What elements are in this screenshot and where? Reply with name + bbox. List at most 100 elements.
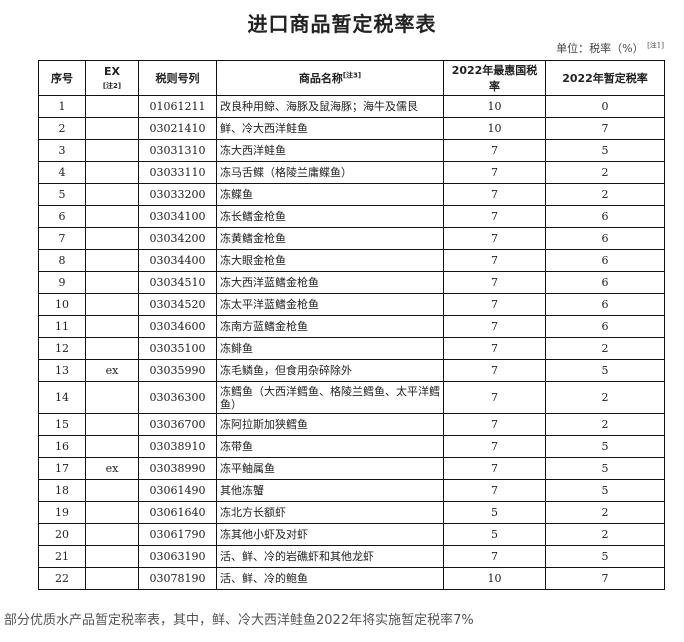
cell-code: 03035990 xyxy=(138,359,217,382)
unit-text: 单位：税率（%） xyxy=(556,42,644,55)
header-name: 商品名称[注3] xyxy=(216,60,444,96)
header-ex-note: [注2] xyxy=(102,82,122,90)
cell-name: 冻大眼金枪鱼 xyxy=(216,249,444,272)
cell-mfn: 10 xyxy=(443,95,546,118)
cell-seq: 18 xyxy=(38,479,86,502)
table-row: 20 03061790 冻其他小虾及对虾 5 2 xyxy=(38,523,665,546)
cell-seq: 20 xyxy=(38,523,86,546)
cell-temp: 6 xyxy=(545,227,665,250)
cell-name: 冻北方长额虾 xyxy=(216,501,444,524)
cell-mfn: 7 xyxy=(443,457,546,480)
cell-temp: 0 xyxy=(545,95,665,118)
cell-code: 03036700 xyxy=(138,413,217,436)
table-row: 18 03061490 其他冻蟹 7 5 xyxy=(38,479,665,502)
cell-code: 03038910 xyxy=(138,435,217,458)
cell-temp: 5 xyxy=(545,479,665,502)
cell-ex xyxy=(85,435,139,458)
cell-ex xyxy=(85,271,139,294)
header-seq: 序号 xyxy=(38,60,86,96)
cell-ex xyxy=(85,501,139,524)
table-row: 2 03021410 鲜、冷大西洋鲑鱼 10 7 xyxy=(38,117,665,140)
header-ex: EX [注2] xyxy=(85,60,139,96)
cell-name: 冻平鲉属鱼 xyxy=(216,457,444,480)
page-title: 进口商品暂定税率表 xyxy=(247,12,437,36)
cell-mfn: 10 xyxy=(443,567,546,590)
cell-seq: 17 xyxy=(38,457,86,480)
cell-seq: 10 xyxy=(38,293,86,316)
cell-mfn: 7 xyxy=(443,435,546,458)
cell-mfn: 7 xyxy=(443,337,546,360)
table-row: 9 03034510 冻大西洋蓝鳍金枪鱼 7 6 xyxy=(38,271,665,294)
cell-code: 03034520 xyxy=(138,293,217,316)
cell-mfn: 7 xyxy=(443,293,546,316)
cell-name: 冻南方蓝鳍金枪鱼 xyxy=(216,315,444,338)
cell-temp: 2 xyxy=(545,161,665,184)
cell-name: 鲜、冷大西洋鲑鱼 xyxy=(216,117,444,140)
cell-mfn: 5 xyxy=(443,501,546,524)
header-name-note: [注3] xyxy=(342,71,362,80)
cell-name: 改良种用鲸、海豚及鼠海豚；海牛及儒艮 xyxy=(216,95,444,118)
cell-mfn: 10 xyxy=(443,117,546,140)
unit-label: 单位：税率（%） [注1] xyxy=(556,40,664,56)
cell-ex xyxy=(85,95,139,118)
cell-ex xyxy=(85,249,139,272)
cell-seq: 19 xyxy=(38,501,86,524)
cell-seq: 15 xyxy=(38,413,86,436)
cell-temp: 5 xyxy=(545,359,665,382)
cell-mfn: 7 xyxy=(443,413,546,436)
cell-code: 03034600 xyxy=(138,315,217,338)
table-row: 16 03038910 冻带鱼 7 5 xyxy=(38,435,665,458)
cell-name: 冻黄鳍金枪鱼 xyxy=(216,227,444,250)
cell-seq: 3 xyxy=(38,139,86,162)
cell-temp: 6 xyxy=(545,271,665,294)
cell-code: 03034200 xyxy=(138,227,217,250)
cell-temp: 2 xyxy=(545,381,665,414)
table-row: 4 03033110 冻马舌鲽（格陵兰庸鲽鱼） 7 2 xyxy=(38,161,665,184)
cell-ex xyxy=(85,139,139,162)
cell-temp: 6 xyxy=(545,315,665,338)
cell-mfn: 7 xyxy=(443,161,546,184)
cell-seq: 5 xyxy=(38,183,86,206)
cell-code: 03036300 xyxy=(138,381,217,414)
cell-temp: 2 xyxy=(545,501,665,524)
cell-seq: 6 xyxy=(38,205,86,228)
cell-seq: 7 xyxy=(38,227,86,250)
cell-name: 冻太平洋蓝鳍金枪鱼 xyxy=(216,293,444,316)
cell-mfn: 7 xyxy=(443,249,546,272)
cell-mfn: 7 xyxy=(443,359,546,382)
cell-name: 冻大西洋鲑鱼 xyxy=(216,139,444,162)
cell-ex: ex xyxy=(85,457,139,480)
cell-ex xyxy=(85,413,139,436)
cell-ex xyxy=(85,117,139,140)
cell-mfn: 7 xyxy=(443,183,546,206)
cell-mfn: 7 xyxy=(443,545,546,568)
cell-seq: 13 xyxy=(38,359,86,382)
cell-ex xyxy=(85,315,139,338)
cell-name: 冻鳕鱼（大西洋鳕鱼、格陵兰鳕鱼、太平洋鳕鱼） xyxy=(216,381,444,414)
cell-seq: 14 xyxy=(38,381,86,414)
cell-name: 冻大西洋蓝鳍金枪鱼 xyxy=(216,271,444,294)
cell-code: 03038990 xyxy=(138,457,217,480)
caption: 部分优质水产品暂定税率表，其中，鲜、冷大西洋鲑鱼2022年将实施暂定税率7% xyxy=(4,613,474,628)
cell-name: 冻其他小虾及对虾 xyxy=(216,523,444,546)
table-row: 7 03034200 冻黄鳍金枪鱼 7 6 xyxy=(38,227,665,250)
cell-ex xyxy=(85,205,139,228)
cell-ex xyxy=(85,293,139,316)
cell-temp: 5 xyxy=(545,435,665,458)
cell-ex xyxy=(85,523,139,546)
cell-temp: 5 xyxy=(545,139,665,162)
table-row: 17 ex 03038990 冻平鲉属鱼 7 5 xyxy=(38,457,665,480)
cell-code: 03063190 xyxy=(138,545,217,568)
unit-note: [注1] xyxy=(647,41,664,50)
cell-mfn: 7 xyxy=(443,315,546,338)
cell-name: 冻马舌鲽（格陵兰庸鲽鱼） xyxy=(216,161,444,184)
header-mfn: 2022年最惠国税率 xyxy=(443,60,546,96)
cell-ex xyxy=(85,567,139,590)
cell-code: 03021410 xyxy=(138,117,217,140)
cell-mfn: 7 xyxy=(443,227,546,250)
tariff-table: 序号 EX [注2] 税则号列 商品名称[注3] 2022年最惠国税率 2022年… xyxy=(38,60,665,590)
table-row: 14 03036300 冻鳕鱼（大西洋鳕鱼、格陵兰鳕鱼、太平洋鳕鱼） 7 2 xyxy=(38,381,665,414)
cell-temp: 2 xyxy=(545,183,665,206)
header-temp: 2022年暂定税率 xyxy=(545,60,665,96)
cell-ex: ex xyxy=(85,359,139,382)
